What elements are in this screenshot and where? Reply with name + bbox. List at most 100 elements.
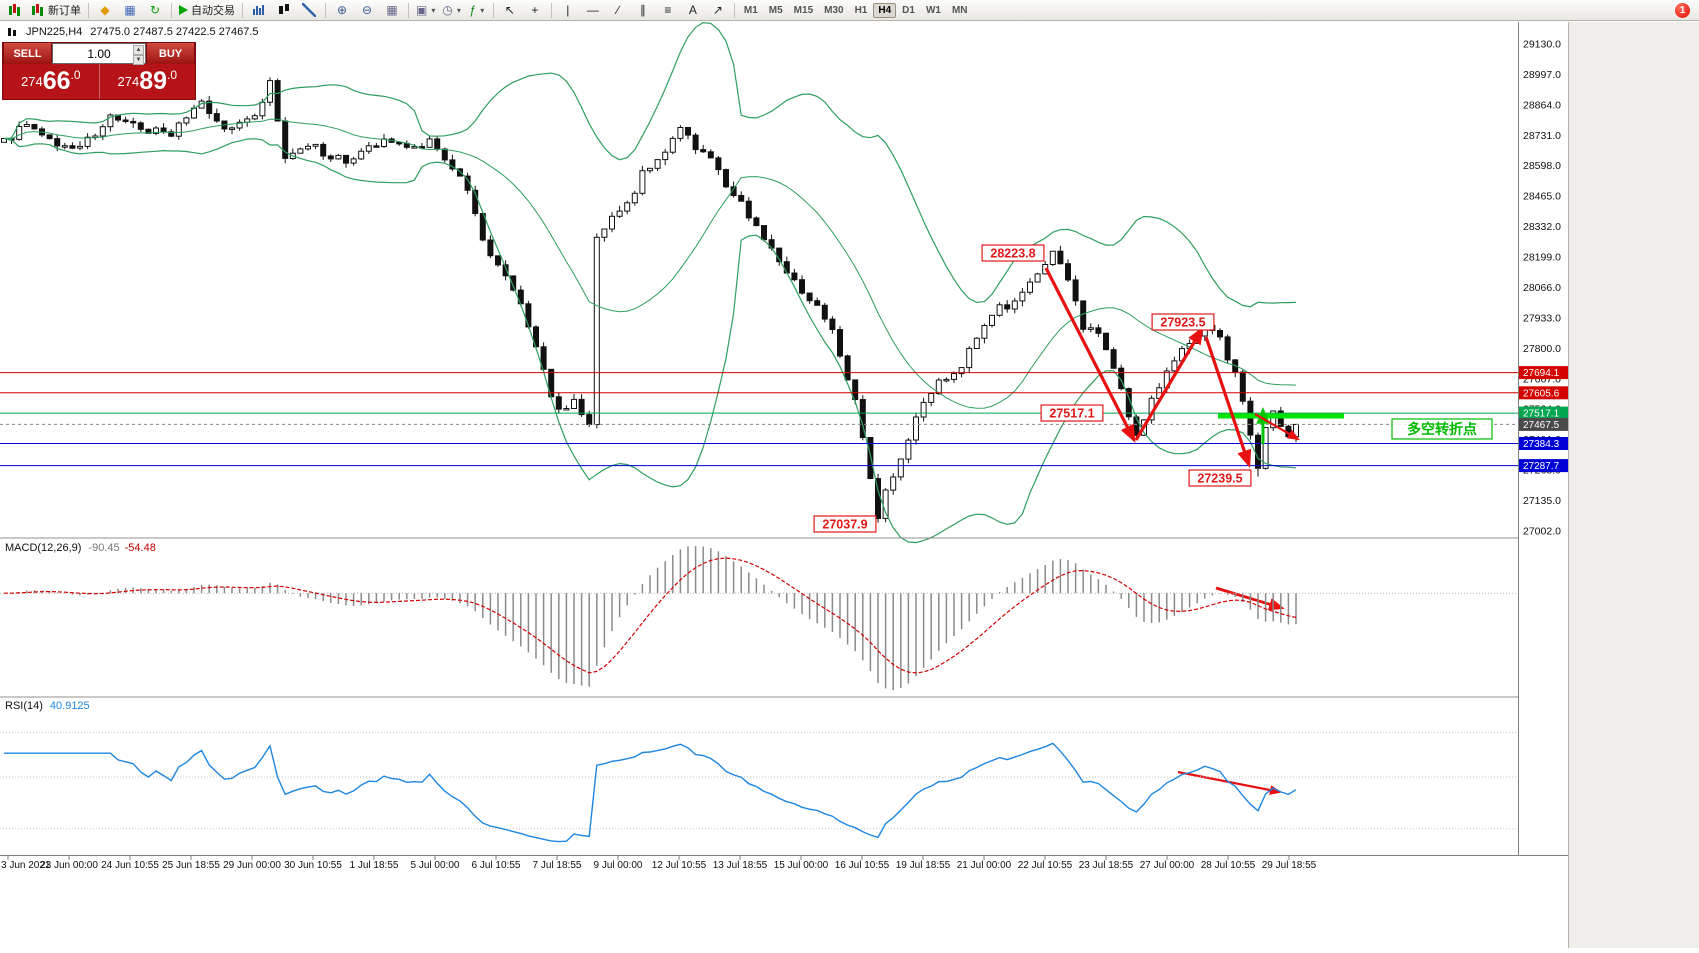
bar-chart-button-icon xyxy=(252,3,266,17)
annotation-label[interactable]: 多空转折点 xyxy=(1391,418,1493,440)
new-chart-button[interactable]: ▣ xyxy=(413,1,438,19)
zoom-out-button[interactable]: ⊖ xyxy=(355,1,379,19)
sell-price-prefix: 274 xyxy=(20,74,43,89)
sell-price-big: 66 xyxy=(42,67,71,95)
price-callout[interactable]: 27239.5 xyxy=(1188,469,1252,487)
volume-down-icon[interactable]: ▼ xyxy=(133,55,144,65)
cursor-button[interactable]: ↖ xyxy=(498,1,522,19)
timeframe-d1[interactable]: D1 xyxy=(902,4,915,16)
price-callout[interactable]: 28223.8 xyxy=(981,244,1045,262)
trend-arrow[interactable] xyxy=(1204,336,1252,469)
line-chart-button[interactable] xyxy=(297,1,321,19)
indicators-button[interactable]: ƒ xyxy=(465,1,489,19)
price-callout[interactable]: 27923.5 xyxy=(1151,313,1215,331)
notification-badge[interactable]: 1 xyxy=(1675,3,1690,18)
buy-price-big: 89 xyxy=(139,67,167,95)
price-tag: 27467.5 xyxy=(1519,417,1568,431)
timeframe-h1[interactable]: H1 xyxy=(854,4,868,16)
crosshair-button[interactable]: + xyxy=(523,1,547,19)
window-chart-icon[interactable] xyxy=(3,1,27,19)
timeframe-w1[interactable]: W1 xyxy=(925,4,941,16)
trade-panel-controls: SELL 1.00 ▲ ▼ BUY xyxy=(3,43,195,65)
svg-text:25 Jun 18:55: 25 Jun 18:55 xyxy=(162,860,220,871)
macd-signal-line xyxy=(4,557,1297,674)
line-chart-button-icon xyxy=(302,3,316,17)
svg-text:28465.0: 28465.0 xyxy=(1523,191,1561,203)
svg-text:9 Jul 00:00: 9 Jul 00:00 xyxy=(594,860,643,871)
buy-button[interactable]: BUY xyxy=(146,43,195,64)
svg-text:27923.5: 27923.5 xyxy=(1160,316,1205,330)
crosshair-button-glyph: + xyxy=(531,3,539,17)
price-tag: 27605.6 xyxy=(1519,386,1568,400)
sell-price[interactable]: 274 66 .0 xyxy=(3,64,99,99)
macd-histogram xyxy=(10,546,1297,690)
svg-text:27933.0: 27933.0 xyxy=(1523,312,1561,324)
timeframe-m1[interactable]: M1 xyxy=(743,4,758,16)
price-tag: 27384.3 xyxy=(1519,437,1568,450)
tile-windows-button-glyph: ▦ xyxy=(386,3,398,17)
chart-svg[interactable]: 28223.8 27923.5 27517.1 27239.5 27037.9 多空转折点… xyxy=(0,21,1699,948)
one-click-trading-panel[interactable]: SELL 1.00 ▲ ▼ BUY 274 66 .0 274 89 .0 xyxy=(2,42,196,100)
timeframe-m30[interactable]: M30 xyxy=(824,4,844,16)
svg-text:12 Jul 10:55: 12 Jul 10:55 xyxy=(652,860,707,871)
trade-panel-prices: 274 66 .0 274 89 .0 xyxy=(3,64,195,99)
arrows-button[interactable]: ↗ xyxy=(706,1,730,19)
trend-arrow[interactable] xyxy=(1134,326,1204,441)
svg-text:27694.1: 27694.1 xyxy=(1523,368,1560,379)
svg-text:27517.1: 27517.1 xyxy=(1523,409,1560,420)
trend-arrow[interactable] xyxy=(1215,586,1285,611)
refresh-button[interactable]: ↻ xyxy=(143,1,167,19)
timeframe-m5[interactable]: M5 xyxy=(768,4,783,16)
svg-text:28332.0: 28332.0 xyxy=(1523,221,1561,233)
sell-button[interactable]: SELL xyxy=(3,43,52,64)
timeframe-h4[interactable]: H4 xyxy=(873,2,897,18)
chart-background xyxy=(0,22,1699,948)
zoom-in-button-glyph: ⊕ xyxy=(336,3,348,17)
profiles-button[interactable]: ◆ xyxy=(93,1,117,19)
new-order-button-icon xyxy=(31,3,45,17)
volume-input[interactable]: 1.00 ▲ ▼ xyxy=(52,43,146,65)
buy-price-suffix: .0 xyxy=(167,68,178,82)
fibonacci-button[interactable]: ≡ xyxy=(656,1,680,19)
toolbar-separator xyxy=(325,2,326,18)
svg-text:3 Jun 2021: 3 Jun 2021 xyxy=(1,860,51,871)
svg-text:27 Jul 00:00: 27 Jul 00:00 xyxy=(1140,860,1195,871)
text-button[interactable]: A xyxy=(681,1,705,19)
svg-text:27037.9: 27037.9 xyxy=(822,518,867,532)
price-callout[interactable]: 27037.9 xyxy=(813,515,877,533)
bar-chart-button[interactable] xyxy=(247,1,271,19)
svg-text:1 Jul 18:55: 1 Jul 18:55 xyxy=(350,860,399,871)
trendline-button-glyph: ∕ xyxy=(616,3,619,17)
trend-arrow[interactable] xyxy=(1044,267,1136,443)
timeframe-m15[interactable]: M15 xyxy=(793,4,814,16)
market-watch-button[interactable]: ▦ xyxy=(118,1,142,19)
svg-text:28 Jul 10:55: 28 Jul 10:55 xyxy=(1201,860,1256,871)
candlestick-chart-button[interactable] xyxy=(272,1,296,19)
trend-arrow[interactable] xyxy=(1254,413,1300,441)
zoom-in-button[interactable]: ⊕ xyxy=(330,1,354,19)
new-order-button[interactable]: 新订单 xyxy=(28,1,84,19)
svg-text:多空转折点: 多空转折点 xyxy=(1407,421,1477,437)
vertical-line-button[interactable]: | xyxy=(556,1,580,19)
svg-text:27517.1: 27517.1 xyxy=(1049,407,1094,421)
timeframe-mn[interactable]: MN xyxy=(951,4,968,16)
toolbar-separator xyxy=(88,2,89,18)
buy-price[interactable]: 274 89 .0 xyxy=(98,64,196,99)
svg-text:27135.0: 27135.0 xyxy=(1523,495,1561,507)
periods-button[interactable]: ◷ xyxy=(439,1,464,19)
price-callout[interactable]: 27517.1 xyxy=(1040,404,1104,422)
channel-button[interactable]: ∥ xyxy=(631,1,655,19)
svg-text:5 Jul 00:00: 5 Jul 00:00 xyxy=(411,860,460,871)
horizontal-line-button[interactable]: — xyxy=(581,1,605,19)
volume-up-icon[interactable]: ▲ xyxy=(133,45,144,55)
chart-area[interactable]: 28223.8 27923.5 27517.1 27239.5 27037.9 多空转折点… xyxy=(0,21,1699,948)
auto-trading-button[interactable]: 自动交易 xyxy=(176,1,238,19)
rsi-value: 40.9125 xyxy=(49,700,90,712)
price-tag: 27287.7 xyxy=(1519,459,1568,473)
tile-windows-button[interactable]: ▦ xyxy=(380,1,404,19)
bollinger-bands xyxy=(3,21,1297,544)
trendline-button[interactable]: ∕ xyxy=(606,1,630,19)
svg-text:27605.6: 27605.6 xyxy=(1523,388,1560,399)
volume-spinner[interactable]: ▲ ▼ xyxy=(133,45,144,65)
